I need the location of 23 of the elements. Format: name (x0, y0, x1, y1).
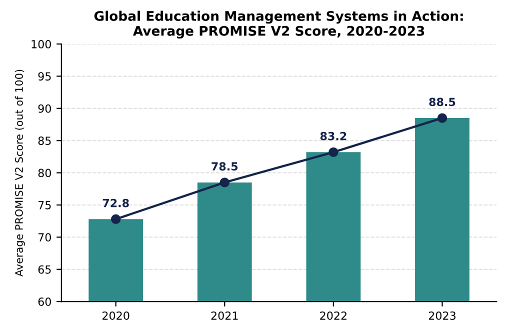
x-tick-label: 2022 (320, 311, 346, 320)
y-tick-label: 90 (38, 104, 51, 113)
x-tick-label: 2020 (102, 311, 130, 320)
y-tick-label: 65 (38, 265, 51, 274)
y-axis-title: Average PROMISE V2 Score (out of 100) (14, 70, 25, 277)
y-tick-label: 60 (38, 298, 51, 306)
data-label: 72.8 (102, 198, 129, 208)
y-tick-label: 95 (38, 72, 51, 81)
x-tick-label: 2021 (211, 311, 238, 320)
point (328, 147, 338, 158)
x-tick-label: 2023 (428, 311, 456, 320)
point (110, 214, 121, 224)
y-tick-label: 85 (38, 136, 51, 145)
point (437, 113, 448, 123)
y-tick-label: 75 (38, 201, 51, 210)
data-label: 83.2 (320, 132, 346, 140)
y-tick-label: 70 (38, 233, 51, 242)
chart-title: Global Education Management Systems in Action: Average PROMISE V2 Score, 2020-2023 (94, 10, 463, 39)
y-tick-label: 80 (38, 168, 51, 178)
y-tick-label: 100 (32, 40, 51, 48)
data-label: 88.5 (429, 98, 456, 106)
point (220, 178, 230, 188)
data-label: 78.5 (212, 162, 238, 171)
